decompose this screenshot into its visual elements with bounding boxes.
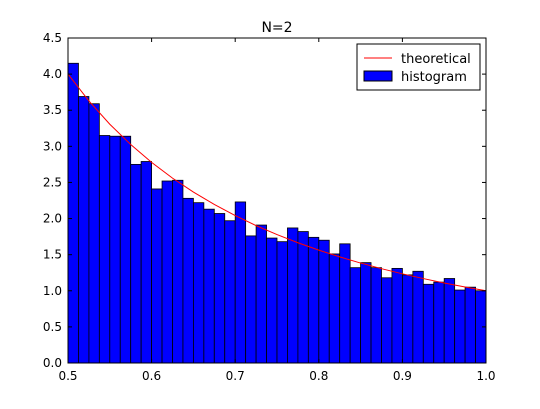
histogram-bar (234, 201, 247, 364)
histogram-bar (78, 96, 90, 364)
x-tick-label: 1.0 (476, 369, 495, 383)
histogram-bar (381, 277, 393, 364)
legend-box (356, 43, 481, 91)
legend-histogram-label: histogram (401, 70, 467, 85)
histogram-bar (370, 267, 382, 364)
y-tick-label: 1.5 (43, 248, 62, 262)
y-tick-label: 3.5 (43, 103, 62, 117)
x-tick-label: 0.9 (393, 369, 412, 383)
histogram-bar (401, 274, 414, 364)
histogram-bar (412, 270, 424, 364)
histogram-bar (140, 161, 152, 364)
histogram-bar (318, 239, 330, 364)
histogram-bar (266, 237, 278, 364)
y-tick-label: 2.5 (43, 175, 62, 189)
y-tick-label: 4.0 (43, 67, 62, 81)
histogram-bar (172, 179, 184, 364)
y-tick-label: 2.0 (43, 212, 62, 226)
histogram-bar (360, 262, 372, 364)
histogram-bar (192, 202, 205, 364)
histogram-bar (307, 236, 320, 364)
histogram-bar (161, 180, 173, 364)
x-tick-label: 0.5 (58, 369, 77, 383)
histogram-bar (276, 241, 288, 364)
histogram-bar (339, 243, 351, 364)
histogram-bar (151, 188, 163, 364)
legend: theoretical histogram (356, 43, 481, 91)
histogram-bar (88, 103, 100, 364)
y-tick-label: 0.5 (43, 320, 62, 334)
histogram-bar (109, 135, 121, 364)
theoretical-curve-group (67, 73, 487, 292)
histogram-bar (391, 267, 403, 364)
histogram-bar (213, 213, 226, 364)
y-tick-label: 4.5 (43, 31, 62, 45)
histogram-bar (287, 227, 299, 364)
histogram-bar (182, 197, 194, 364)
histogram-bar (433, 281, 445, 364)
x-tick-label: 0.8 (309, 369, 328, 383)
histogram-bar (130, 163, 142, 364)
histogram-bar (297, 231, 309, 364)
histogram-bar (349, 267, 361, 364)
chart-title: N=2 (261, 20, 292, 36)
histogram-bars (67, 62, 487, 364)
histogram-bar (245, 235, 257, 364)
legend-theoretical-label: theoretical (401, 52, 471, 67)
histogram-bar (203, 208, 215, 364)
legend-histogram-swatch (363, 70, 393, 82)
y-tick-label: 3.0 (43, 139, 62, 153)
theoretical-curve (67, 73, 487, 292)
histogram-bar (119, 135, 132, 364)
histogram-bar (98, 135, 111, 364)
histogram-bar (422, 283, 435, 364)
x-tick-label: 0.7 (226, 369, 245, 383)
histogram-bar (255, 224, 267, 364)
histogram-bar (454, 289, 466, 364)
histogram-bar (443, 278, 456, 364)
plot-frame (67, 37, 487, 364)
x-tick-label: 0.6 (142, 369, 161, 383)
histogram-bar (224, 220, 236, 364)
histogram-bar (328, 253, 341, 364)
histogram-bar (67, 62, 79, 364)
axis-ticks: 0.5 0.6 0.7 0.8 0.9 1.00.00.51.01.52.02.53.03… (43, 31, 496, 383)
y-tick-label: 0.0 (43, 356, 62, 370)
histogram-bar (464, 286, 476, 364)
y-tick-label: 1.0 (43, 284, 62, 298)
